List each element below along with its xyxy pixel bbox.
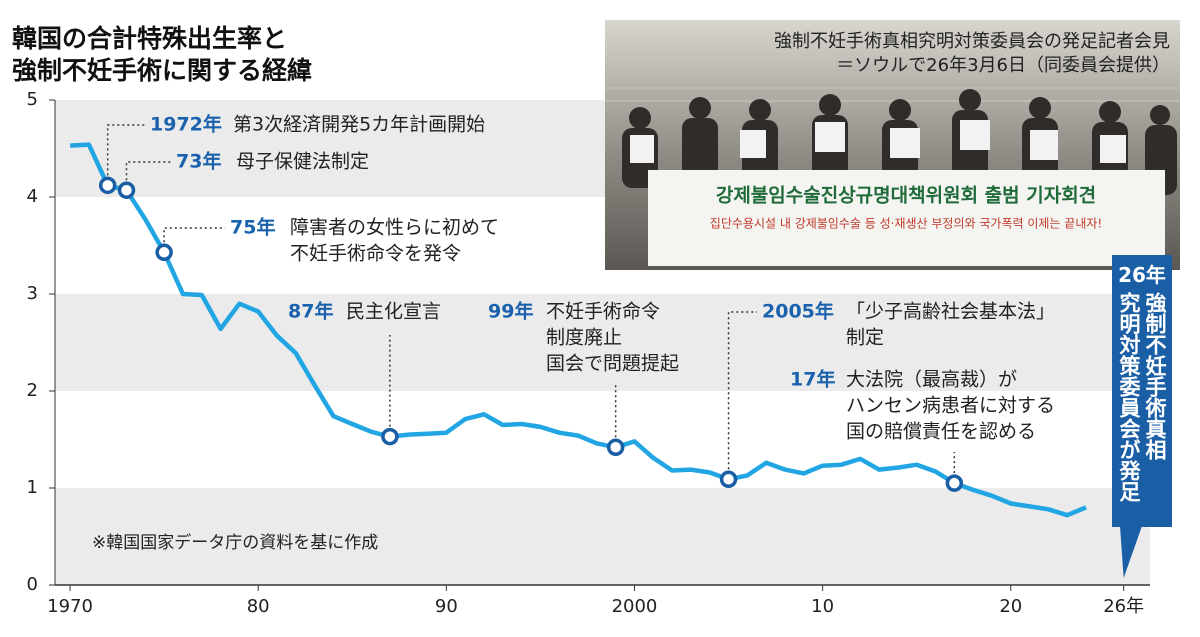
annotation-text: 第3次経済開発5カ年計画開始 [233,114,485,136]
photo-caption: ＝ソウルで26年3月6日（同委員会提供） [836,55,1170,76]
callout: 26年 強制不妊手術真相 究明対策委員会が発足 [1112,255,1172,527]
callout-pointer [1120,526,1142,578]
annotation-text: 不妊手術命令を発令 [290,243,461,265]
annotation-marker [945,474,964,492]
callout-label: 26年 [1118,263,1166,287]
photo-caption: 強制不妊手術真相究明対策委員会の発足記者会見 [774,31,1170,52]
annotation-text: 母子保健法制定 [236,151,369,173]
photo-banner-sub: 집단수용시설 내 강제불임수술 등 성·재생산 부정의와 국가폭력 이제는 끝내… [710,217,1102,231]
grid-band [55,294,1150,391]
annotation-label: 17年 [790,368,835,391]
annotation-label: 87年 [288,300,333,323]
annotation-marker [117,181,136,199]
y-tick-label: 0 [27,574,38,595]
data-line [69,142,1087,518]
annotation-text: 不妊手術命令 [546,301,660,323]
x-tick-label: 26年 [1103,596,1144,617]
x-tick-label: 2000 [612,596,658,617]
annotation-connector [125,161,171,181]
annotation-label: 73年 [176,150,221,173]
annotation-marker [719,470,738,489]
annotation-text: 大法院（最高裁）が [846,369,1017,391]
y-tick-label: 2 [27,380,38,401]
annotation-label: 2005年 [762,300,834,323]
annotation-text: 制定 [846,327,884,349]
callout-text: 強制不妊手術真相 究明対策委員会が発足 [1116,292,1168,528]
annotation-text: 制度廃止 [546,327,622,349]
annotation-text: 民主化宣言 [346,301,441,323]
annotation-connector [727,311,757,470]
callout-line: 強制不妊手術真相 [1143,292,1167,460]
x-tick-label: 10 [811,596,834,617]
annotation-connector [106,124,145,176]
x-tick-label: 90 [435,596,458,617]
annotation-label: 99年 [488,300,533,323]
annotation-label: 1972年 [150,113,222,136]
chart-title: 強制不妊手術に関する経緯 [12,56,312,85]
annotation-text: 障害者の女性らに初めて [290,217,499,239]
callout-line: 究明対策委員会が発足 [1117,292,1141,502]
annotation-text: ハンセン病患者に対する [846,395,1055,417]
y-tick-label: 1 [27,477,38,498]
x-tick-label: 1970 [47,596,93,617]
source-note: ※韓国国家データ庁の資料を基に作成 [92,532,378,553]
annotation-connector [163,227,225,243]
annotation-text: 国の賠償責任を認める [846,421,1036,443]
annotation-marker [381,427,399,446]
annotation-label: 75年 [230,216,275,239]
chart-title: 韓国の合計特殊出生率と [12,24,287,53]
photo-banner: 강제불임수술진상규명대책위원회 출범 기자회견 [716,185,1096,207]
grid-band [55,488,1150,585]
annotation-text: 「少子高齢社会基本法」 [846,301,1055,323]
y-tick-label: 4 [27,186,38,207]
annotation-text: 国会で問題提起 [546,353,679,375]
y-tick-label: 5 [27,89,38,110]
photo: 강제불임수술진상규명대책위원회 출범 기자회견 집단수용시설 내 강제불임수술 … [605,20,1180,270]
annotation-marker [98,176,117,195]
annotation-marker [606,438,625,457]
x-tick-label: 80 [247,596,270,617]
x-tick-label: 20 [999,596,1022,617]
y-tick-label: 3 [27,283,38,304]
annotation-marker [155,243,173,262]
